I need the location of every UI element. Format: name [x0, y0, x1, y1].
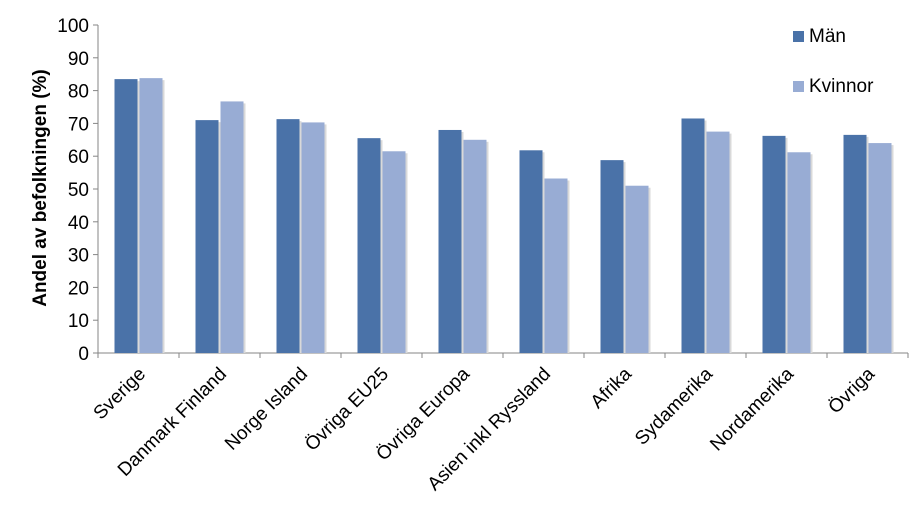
- y-tick-labels: 0 10 20 30 40 50 60 70 80 90 100: [57, 16, 89, 365]
- bar-kvinnor: [625, 185, 649, 353]
- bar-man: [357, 138, 381, 353]
- bar-man: [519, 150, 543, 353]
- bar-kvinnor: [706, 131, 730, 353]
- x-tick-label: Sydamerika: [631, 363, 717, 449]
- x-tick-label: Afrika: [587, 363, 636, 412]
- legend-label: Kvinnor: [809, 76, 874, 97]
- chart-bars: [114, 78, 894, 354]
- x-tick-label: Övriga EU25: [301, 364, 393, 456]
- y-tick-label: 0: [78, 344, 89, 365]
- x-tick-label: Övriga: [825, 363, 880, 418]
- y-tick-label: 30: [68, 246, 89, 267]
- x-tick-label: Nordamerika: [706, 363, 798, 455]
- bar-man: [276, 119, 300, 353]
- legend-label: Män: [809, 26, 846, 47]
- bar-kvinnor: [139, 78, 163, 354]
- x-tick-label: Norge Island: [221, 364, 312, 455]
- bar-man: [114, 79, 138, 354]
- legend-swatch: [793, 31, 804, 42]
- bar-man: [843, 134, 867, 353]
- y-tick-label: 40: [68, 213, 89, 234]
- bar-man: [600, 160, 624, 353]
- bar-man: [438, 129, 462, 353]
- y-tick-label: 10: [68, 311, 89, 332]
- y-tick-label: 90: [68, 49, 89, 70]
- y-tick-label: 80: [68, 82, 89, 103]
- y-tick-label: 60: [68, 147, 89, 168]
- y-tick-label: 100: [57, 16, 89, 37]
- y-tick-label: 70: [68, 114, 89, 135]
- y-axis-label: Andel av befolkningen (%): [30, 69, 51, 307]
- legend: Män Kvinnor: [793, 26, 874, 97]
- bar-man: [195, 120, 219, 354]
- bar-man: [762, 135, 786, 353]
- legend-swatch: [793, 81, 804, 92]
- bar-kvinnor: [463, 139, 487, 353]
- bar-man: [681, 118, 705, 353]
- bar-kvinnor: [544, 178, 568, 353]
- bar-kvinnor: [868, 143, 892, 353]
- y-tick-label: 20: [68, 278, 89, 299]
- bar-kvinnor: [301, 122, 325, 353]
- y-tick-label: 50: [68, 180, 89, 201]
- x-tick-label: Sverige: [90, 364, 150, 424]
- bar-kvinnor: [787, 152, 811, 353]
- bar-kvinnor: [382, 151, 406, 353]
- bar-kvinnor: [220, 101, 244, 353]
